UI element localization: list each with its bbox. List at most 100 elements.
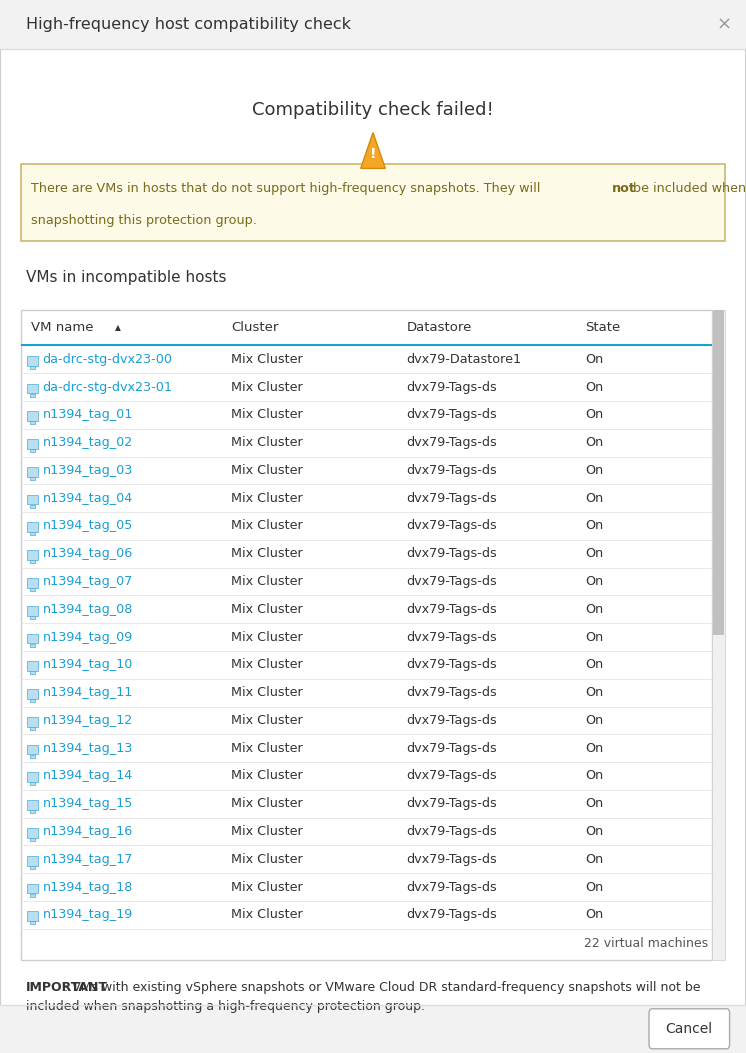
Text: dvx79-Tags-ds: dvx79-Tags-ds <box>407 658 498 672</box>
Bar <box>30 365 35 369</box>
Text: n1394_tag_17: n1394_tag_17 <box>43 853 133 866</box>
Bar <box>30 810 35 813</box>
Bar <box>30 838 35 841</box>
Bar <box>27 551 38 560</box>
Text: dvx79-Tags-ds: dvx79-Tags-ds <box>407 409 498 421</box>
Text: n1394_tag_07: n1394_tag_07 <box>43 575 133 588</box>
Text: On: On <box>586 464 604 477</box>
Bar <box>27 911 38 921</box>
Text: On: On <box>586 575 604 588</box>
Text: VMs in incompatible hosts: VMs in incompatible hosts <box>26 271 227 285</box>
Text: dvx79-Tags-ds: dvx79-Tags-ds <box>407 492 498 504</box>
Text: dvx79-Tags-ds: dvx79-Tags-ds <box>407 436 498 450</box>
Text: On: On <box>586 519 604 533</box>
Text: Mix Cluster: Mix Cluster <box>231 602 303 616</box>
Text: n1394_tag_16: n1394_tag_16 <box>43 824 133 838</box>
Text: dvx79-Tags-ds: dvx79-Tags-ds <box>407 602 498 616</box>
Bar <box>27 383 38 394</box>
Bar <box>30 727 35 730</box>
Bar <box>27 356 38 365</box>
Text: n1394_tag_19: n1394_tag_19 <box>43 909 133 921</box>
Text: On: On <box>586 602 604 616</box>
Bar <box>27 856 38 866</box>
Text: Mix Cluster: Mix Cluster <box>231 575 303 588</box>
Text: On: On <box>586 853 604 866</box>
Text: Mix Cluster: Mix Cluster <box>231 797 303 810</box>
Text: ×: × <box>717 16 732 34</box>
Bar <box>30 533 35 535</box>
Text: da-drc-stg-dvx23-00: da-drc-stg-dvx23-00 <box>43 353 172 365</box>
Text: On: On <box>586 353 604 365</box>
Text: dvx79-Tags-ds: dvx79-Tags-ds <box>407 519 498 533</box>
Text: Mix Cluster: Mix Cluster <box>231 464 303 477</box>
Text: n1394_tag_14: n1394_tag_14 <box>43 770 133 782</box>
Text: Mix Cluster: Mix Cluster <box>231 631 303 643</box>
Bar <box>27 412 38 421</box>
Bar <box>0 0 746 49</box>
Text: dvx79-Tags-ds: dvx79-Tags-ds <box>407 575 498 588</box>
Bar <box>27 773 38 782</box>
Text: VM name: VM name <box>31 321 94 334</box>
Text: Mix Cluster: Mix Cluster <box>231 687 303 699</box>
Bar <box>27 800 38 810</box>
Bar <box>21 164 725 241</box>
Text: not: not <box>612 182 636 196</box>
Text: n1394_tag_12: n1394_tag_12 <box>43 714 133 727</box>
Bar <box>27 717 38 727</box>
Bar <box>713 310 724 635</box>
Text: dvx79-Tags-ds: dvx79-Tags-ds <box>407 824 498 838</box>
Text: Mix Cluster: Mix Cluster <box>231 853 303 866</box>
Text: n1394_tag_03: n1394_tag_03 <box>43 464 133 477</box>
Text: n1394_tag_09: n1394_tag_09 <box>43 631 133 643</box>
Text: !: ! <box>370 146 376 161</box>
Text: n1394_tag_04: n1394_tag_04 <box>43 492 133 504</box>
Text: n1394_tag_13: n1394_tag_13 <box>43 741 133 755</box>
Text: Compatibility check failed!: Compatibility check failed! <box>252 100 494 119</box>
Text: High-frequency host compatibility check: High-frequency host compatibility check <box>26 17 351 33</box>
Text: Mix Cluster: Mix Cluster <box>231 380 303 394</box>
Text: dvx79-Tags-ds: dvx79-Tags-ds <box>407 741 498 755</box>
Text: Mix Cluster: Mix Cluster <box>231 880 303 894</box>
Bar <box>30 560 35 563</box>
Text: dvx79-Tags-ds: dvx79-Tags-ds <box>407 631 498 643</box>
Text: n1394_tag_05: n1394_tag_05 <box>43 519 133 533</box>
Text: n1394_tag_15: n1394_tag_15 <box>43 797 133 810</box>
Text: dvx79-Tags-ds: dvx79-Tags-ds <box>407 380 498 394</box>
Text: On: On <box>586 741 604 755</box>
Text: Mix Cluster: Mix Cluster <box>231 492 303 504</box>
Text: snapshotting this protection group.: snapshotting this protection group. <box>31 214 257 226</box>
Bar <box>30 477 35 480</box>
Text: 22 virtual machines: 22 virtual machines <box>584 937 708 950</box>
Text: IMPORTANT: IMPORTANT <box>26 981 108 994</box>
Bar <box>27 744 38 754</box>
Bar <box>27 466 38 477</box>
Polygon shape <box>361 133 385 168</box>
Text: Mix Cluster: Mix Cluster <box>231 770 303 782</box>
Bar <box>30 699 35 702</box>
Text: dvx79-Tags-ds: dvx79-Tags-ds <box>407 880 498 894</box>
Text: On: On <box>586 687 604 699</box>
Text: Mix Cluster: Mix Cluster <box>231 409 303 421</box>
Text: dvx79-Tags-ds: dvx79-Tags-ds <box>407 548 498 560</box>
Text: be included when: be included when <box>629 182 746 196</box>
Bar <box>30 782 35 786</box>
Text: Mix Cluster: Mix Cluster <box>231 741 303 755</box>
Bar <box>30 894 35 896</box>
Bar <box>21 310 712 960</box>
Text: dvx79-Tags-ds: dvx79-Tags-ds <box>407 687 498 699</box>
Text: Mix Cluster: Mix Cluster <box>231 824 303 838</box>
Text: included when snapshotting a high-frequency protection group.: included when snapshotting a high-freque… <box>26 1000 425 1013</box>
Text: : VMs with existing vSphere snapshots or VMware Cloud DR standard-frequency snap: : VMs with existing vSphere snapshots or… <box>64 981 700 994</box>
Bar <box>30 866 35 869</box>
Bar <box>27 634 38 643</box>
Text: On: On <box>586 880 604 894</box>
Bar <box>712 310 725 960</box>
Bar <box>27 439 38 449</box>
Bar <box>30 616 35 619</box>
Bar <box>30 755 35 758</box>
Text: State: State <box>586 321 621 334</box>
Text: n1394_tag_01: n1394_tag_01 <box>43 409 133 421</box>
Bar <box>27 661 38 671</box>
Bar <box>30 643 35 647</box>
Bar <box>30 921 35 925</box>
